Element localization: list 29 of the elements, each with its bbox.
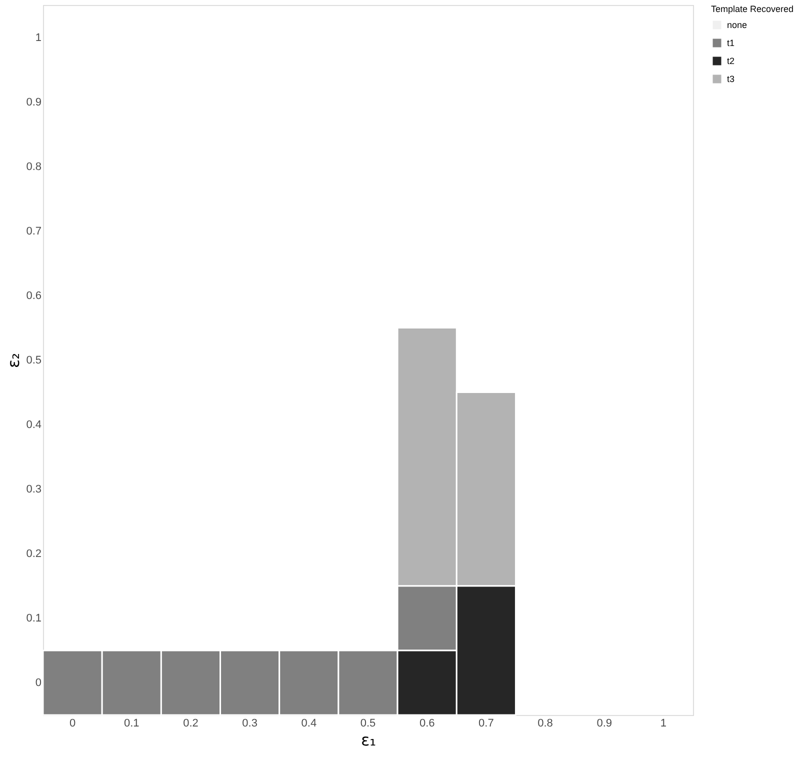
x-axis-title: ε₁ — [360, 730, 376, 750]
x-tick-label: 0.6 — [419, 718, 435, 730]
x-tick-label: 0.2 — [183, 718, 198, 730]
y-tick-label: 0.3 — [26, 484, 42, 496]
x-tick-label: 0.1 — [124, 718, 140, 730]
x-tick-label: 0.5 — [360, 718, 376, 730]
legend-label: t2 — [727, 56, 735, 66]
y-axis-title: ε₂ — [4, 352, 24, 368]
y-tick-label: 1 — [35, 32, 42, 44]
y-tick-label: 0.6 — [26, 290, 42, 302]
y-tick-label: 0.8 — [26, 160, 42, 173]
y-tick-label: 0.9 — [26, 96, 42, 108]
y-tick-label: 0.4 — [26, 419, 42, 432]
x-tick-label: 0.8 — [538, 718, 553, 730]
legend-label: t1 — [727, 38, 735, 48]
legend-label: none — [727, 20, 748, 30]
legend-title: Template Recovered — [711, 4, 794, 14]
x-tick-label: 0.9 — [596, 718, 612, 730]
y-tick-label: 0 — [35, 677, 42, 690]
y-tick-label: 0.5 — [26, 354, 42, 366]
legend-label: t3 — [727, 74, 735, 84]
y-tick-label: 0.7 — [26, 225, 42, 238]
x-tick-label: 0 — [69, 718, 76, 730]
y-tick-label: 0.2 — [26, 548, 42, 560]
y-tick-label: 0.1 — [26, 612, 42, 625]
x-tick-label: 0.4 — [301, 718, 317, 730]
x-tick-label: 0.7 — [478, 718, 494, 730]
x-tick-label: 0.3 — [242, 718, 258, 730]
x-tick-label: 1 — [660, 718, 667, 730]
